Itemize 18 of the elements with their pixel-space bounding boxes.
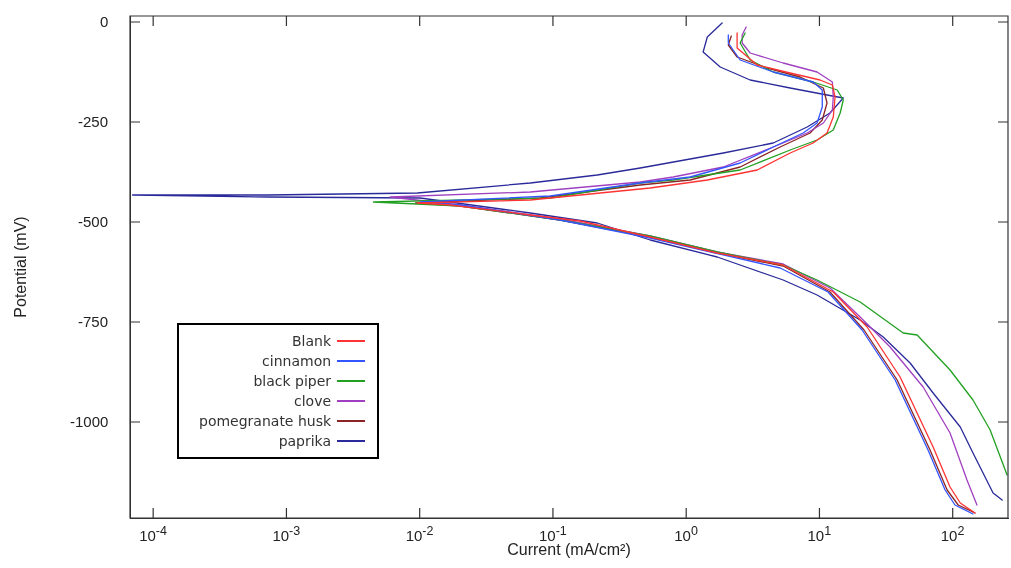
y-tick-label: -750 xyxy=(78,313,109,331)
y-tick-label: -500 xyxy=(78,213,109,231)
x-tick-label: 10$^{0}$ xyxy=(674,523,698,545)
x-tick-label: 10$^{1}$ xyxy=(807,523,832,545)
y-tick-label: 0 xyxy=(100,13,109,31)
legend-label: cinnamon xyxy=(262,353,332,369)
y-tick-label: -1000 xyxy=(70,413,109,431)
legend-label: clove xyxy=(294,393,332,409)
y-axis-title: Potential (mV) xyxy=(12,216,30,318)
legend-label: pomegranate husk xyxy=(199,413,332,429)
legend-label: black piper xyxy=(253,373,332,389)
legend-label: Blank xyxy=(292,333,332,349)
legend-label: paprika xyxy=(278,433,332,449)
x-tick-label: 10$^{2}$ xyxy=(940,523,965,545)
x-tick-label: 10$^{-2}$ xyxy=(405,523,434,545)
x-tick-label: 10$^{-4}$ xyxy=(139,523,167,545)
x-tick-label: 10$^{-3}$ xyxy=(272,523,301,545)
y-tick-label: -250 xyxy=(78,113,109,131)
